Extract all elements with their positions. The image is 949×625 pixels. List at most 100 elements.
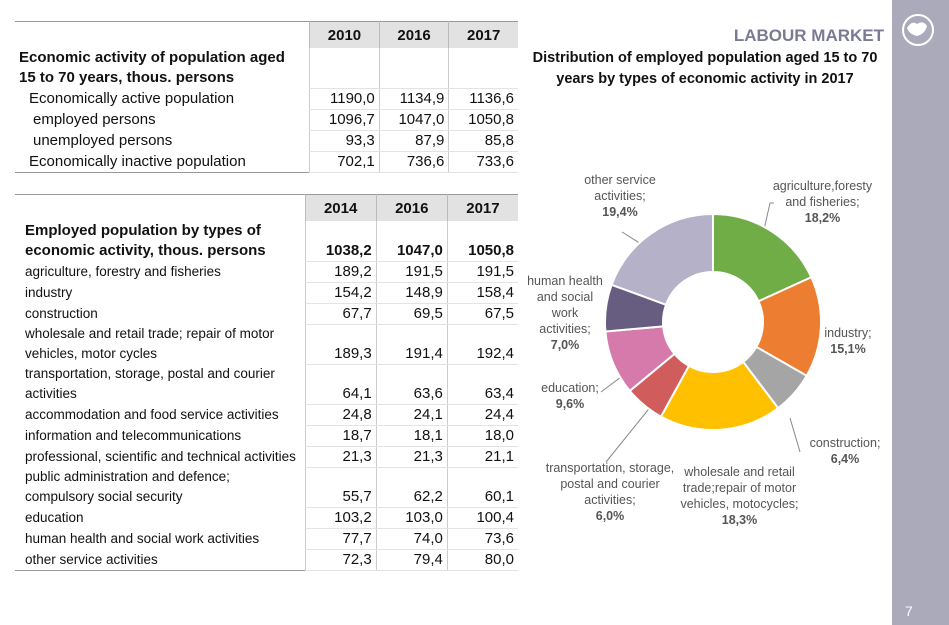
slice-label: transportation, storage, postal and cour… (540, 460, 680, 524)
table-row: professional, scientific and technical a… (15, 446, 518, 468)
icon (902, 14, 934, 46)
row-label: Economically inactive population (29, 152, 246, 170)
value-cell: 18,1 (375, 425, 448, 447)
row-label: public administration and defence; compu… (25, 469, 230, 504)
value-cell: 18,7 (304, 425, 377, 447)
value-cell: 702,1 (309, 151, 380, 173)
value-cell: 60,1 (446, 467, 518, 508)
value-cell: 1047,0 (378, 109, 449, 131)
employment-table: 2014 2016 2017 Employed population by types… (15, 194, 518, 571)
value-label: 15,1% (830, 342, 866, 356)
category-label: industry; (824, 326, 872, 340)
value-cell: 63,4 (446, 364, 518, 405)
value-cell: 148,9 (375, 282, 448, 304)
donut-slice (712, 212, 813, 303)
value-cell: 191,4 (375, 324, 448, 365)
value-label: 7,0% (550, 338, 580, 352)
row-label: human health and social work activities (25, 531, 260, 546)
table-row: Employed population by types of economic… (15, 221, 518, 262)
table-row: information and telecommunications 18,7 18… (15, 425, 518, 447)
row-label: construction (25, 306, 98, 321)
table-row: Economically inactive population 702,1 736… (15, 151, 518, 173)
value-cell: 189,3 (304, 324, 377, 365)
value-cell: 55,7 (304, 467, 377, 508)
slice-label: construction; 6,4% (800, 435, 890, 467)
value-cell: 154,2 (304, 282, 377, 304)
value-cell: 74,0 (375, 528, 448, 550)
table-row: agriculture, forestry and fisheries 189,2… (15, 261, 518, 283)
row-label: Economic activity of population aged 15 … (19, 49, 285, 86)
header-row: 2014 2016 2017 (15, 194, 518, 221)
category-label: wholesale and retail trade;repair of mot… (680, 465, 799, 511)
row-label: wholesale and retail trade; repair of mo… (25, 326, 275, 361)
slice-label: wholesale and retail trade;repair of mot… (672, 464, 807, 528)
value-cell: 191,5 (446, 261, 518, 283)
category-label: other service activities; (584, 173, 656, 203)
category-label: transportation, storage, postal and cour… (545, 461, 675, 507)
value-cell: 103,0 (375, 507, 448, 529)
row-label: other service activities (25, 552, 158, 567)
chart-title: Distribution of employed population aged… (532, 50, 878, 87)
value-label: 19,4% (602, 205, 638, 219)
value-cell: 63,6 (375, 364, 448, 405)
table-row: transportation, storage, postal and cour… (15, 364, 518, 405)
value-cell: 191,5 (375, 261, 448, 283)
value-cell: 1136,6 (448, 88, 518, 110)
row-label: Employed population by types of economic… (25, 222, 266, 259)
value-cell: 736,6 (378, 151, 449, 173)
row-label: information and telecommunications (25, 428, 242, 443)
value-label: 18,3% (721, 513, 758, 527)
value-cell: 1096,7 (309, 109, 380, 131)
value-cell (448, 48, 518, 89)
value-cell: 62,2 (375, 467, 448, 508)
year-header: 2010 (309, 21, 380, 48)
table-row: education 103,2 103,0 100,4 (15, 507, 518, 529)
value-cell: 1047,0 (375, 221, 448, 262)
value-cell: 1134,9 (378, 88, 449, 110)
value-cell: 24,4 (446, 404, 518, 426)
slice-label: education; 9,6% (535, 380, 605, 412)
category-label: education; (541, 381, 599, 395)
sidebar (892, 0, 949, 625)
table-row: wholesale and retail trade; repair of mo… (15, 324, 518, 365)
table-row: Economic activity of population aged 15 … (15, 48, 518, 89)
value-cell (309, 48, 380, 89)
value-cell: 24,8 (304, 404, 377, 426)
value-cell: 21,3 (375, 446, 448, 468)
section-title: LABOUR MARKET (733, 26, 884, 45)
value-cell: 67,5 (446, 303, 518, 325)
row-label: accommodation and food service activitie… (25, 407, 279, 422)
year-header: 2016 (375, 194, 448, 221)
value-cell: 85,8 (448, 130, 518, 152)
row-label: Economically active population (29, 90, 235, 107)
row-label: industry (25, 285, 73, 300)
value-cell: 67,7 (304, 303, 377, 325)
value-cell: 158,4 (446, 282, 518, 304)
value-cell: 733,6 (448, 151, 518, 173)
category-label: construction; (809, 436, 881, 450)
value-cell: 18,0 (446, 425, 518, 447)
table-row: construction 67,7 69,5 67,5 (15, 303, 518, 325)
row-label: transportation, storage, postal and cour… (25, 366, 275, 401)
slice-label: industry; 15,1% (812, 325, 884, 357)
table-row: other service activities 72,3 79,4 80,0 (15, 549, 518, 571)
value-cell: 69,5 (375, 303, 448, 325)
value-cell: 1050,8 (446, 221, 518, 262)
page-number: 7 (905, 603, 913, 619)
value-label: 18,2% (804, 211, 841, 225)
value-cell: 1050,8 (448, 109, 518, 131)
year-header: 2016 (378, 21, 449, 48)
value-cell: 87,9 (378, 130, 449, 152)
value-cell: 73,6 (446, 528, 518, 550)
value-cell: 21,3 (304, 446, 377, 468)
value-cell: 1038,2 (304, 221, 377, 262)
value-cell: 79,4 (375, 549, 448, 571)
table-row: human health and social work activities 7… (15, 528, 518, 550)
value-cell: 103,2 (304, 507, 377, 529)
year-header: 2017 (448, 21, 518, 48)
value-cell: 80,0 (446, 549, 518, 571)
value-label: 9,6% (555, 397, 585, 411)
activity-table: 2010 2016 2017 Economic activity of populat… (15, 21, 518, 173)
